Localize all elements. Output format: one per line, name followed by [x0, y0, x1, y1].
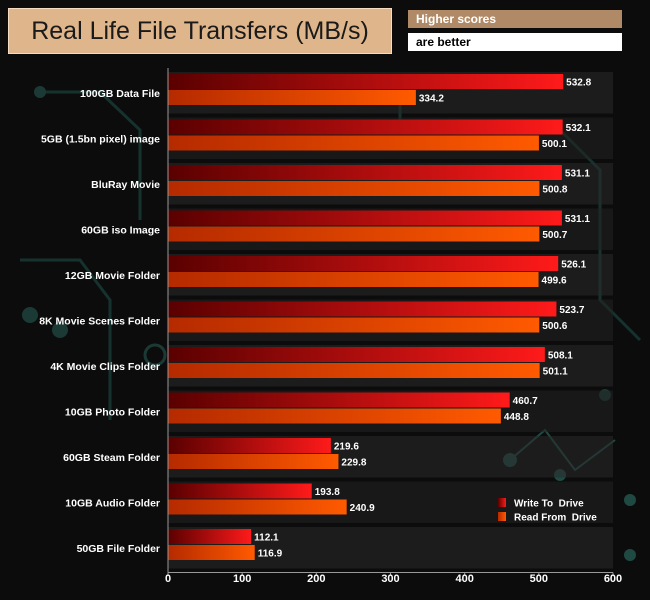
write-bar [168, 165, 562, 180]
circuit-decoration [143, 343, 167, 367]
legend-read-swatch [498, 512, 506, 521]
category-label: 5GB (1.5bn pixel) image [41, 133, 160, 145]
write-bar [168, 119, 563, 135]
write-bar [168, 347, 545, 362]
category-label: 10GB Audio Folder [65, 497, 160, 509]
x-tick-label: 500 [530, 573, 548, 585]
write-value-label: 508.1 [548, 351, 573, 362]
write-value-label: 532.8 [566, 78, 591, 89]
legend-read-label: Read From Drive [514, 513, 597, 524]
note-are-better: are better [408, 33, 622, 51]
circuit-decoration [22, 307, 38, 323]
write-bar [168, 392, 510, 408]
circuit-decoration [52, 322, 68, 338]
x-tick-label: 100 [233, 573, 251, 585]
legend-write-swatch [498, 498, 506, 507]
read-bar [168, 135, 539, 151]
write-bar [168, 529, 252, 544]
chart-title: Real Life File Transfers (MB/s) [8, 8, 392, 54]
category-label: 8K Movie Scenes Folder [39, 315, 160, 327]
write-value-label: 523.7 [559, 305, 584, 316]
x-tick-label: 600 [604, 573, 622, 585]
x-tick-label: 200 [307, 573, 325, 585]
write-value-label: 532.1 [566, 123, 591, 134]
category-label: 12GB Movie Folder [65, 270, 160, 282]
write-value-label: 112.1 [254, 533, 279, 544]
circuit-decoration [624, 549, 636, 561]
read-value-label: 240.9 [350, 503, 375, 514]
read-bar [168, 226, 540, 242]
write-value-label: 193.8 [315, 487, 340, 498]
read-value-label: 500.6 [542, 321, 567, 332]
read-bar [168, 454, 339, 469]
read-value-label: 448.8 [504, 412, 529, 423]
x-tick-label: 400 [455, 573, 473, 585]
x-tick-label: 300 [381, 573, 399, 585]
read-bar [168, 363, 540, 378]
read-bar [168, 181, 540, 196]
read-value-label: 116.9 [258, 549, 283, 560]
read-value-label: 229.8 [341, 458, 366, 469]
category-label: 100GB Data File [80, 88, 160, 100]
category-label: 50GB File Folder [77, 543, 160, 555]
write-bar [168, 483, 312, 499]
note-higher-scores: Higher scores [408, 10, 622, 28]
read-value-label: 501.1 [543, 367, 568, 378]
write-value-label: 531.1 [565, 169, 590, 180]
read-bar [168, 408, 501, 424]
circuit-decoration [34, 86, 46, 98]
category-label: 4K Movie Clips Folder [50, 361, 160, 373]
circuit-decoration [40, 90, 142, 220]
category-label: 60GB Steam Folder [63, 452, 160, 464]
read-bar [168, 90, 416, 105]
write-bar [168, 438, 331, 453]
write-bar [168, 301, 557, 317]
category-label: 10GB Photo Folder [65, 406, 160, 418]
write-value-label: 219.6 [334, 442, 359, 453]
write-bar [168, 210, 562, 226]
category-label: BluRay Movie [91, 179, 160, 191]
read-value-label: 500.7 [542, 230, 567, 241]
write-value-label: 531.1 [565, 214, 590, 225]
read-bar [168, 545, 255, 560]
write-value-label: 460.7 [513, 396, 538, 407]
read-bar [168, 317, 540, 333]
write-bar [168, 74, 564, 89]
circuit-decoration [20, 258, 112, 420]
read-value-label: 500.8 [542, 185, 567, 196]
read-bar [168, 272, 539, 287]
category-label: 60GB iso Image [81, 224, 160, 236]
read-value-label: 500.1 [542, 139, 567, 150]
read-value-label: 334.2 [419, 94, 444, 105]
circuit-decoration [624, 494, 636, 506]
read-value-label: 499.6 [542, 276, 567, 287]
read-bar [168, 499, 347, 515]
write-bar [168, 256, 559, 271]
write-value-label: 526.1 [561, 260, 586, 271]
x-tick-label: 0 [165, 573, 171, 585]
legend-write-label: Write To Drive [514, 499, 584, 510]
